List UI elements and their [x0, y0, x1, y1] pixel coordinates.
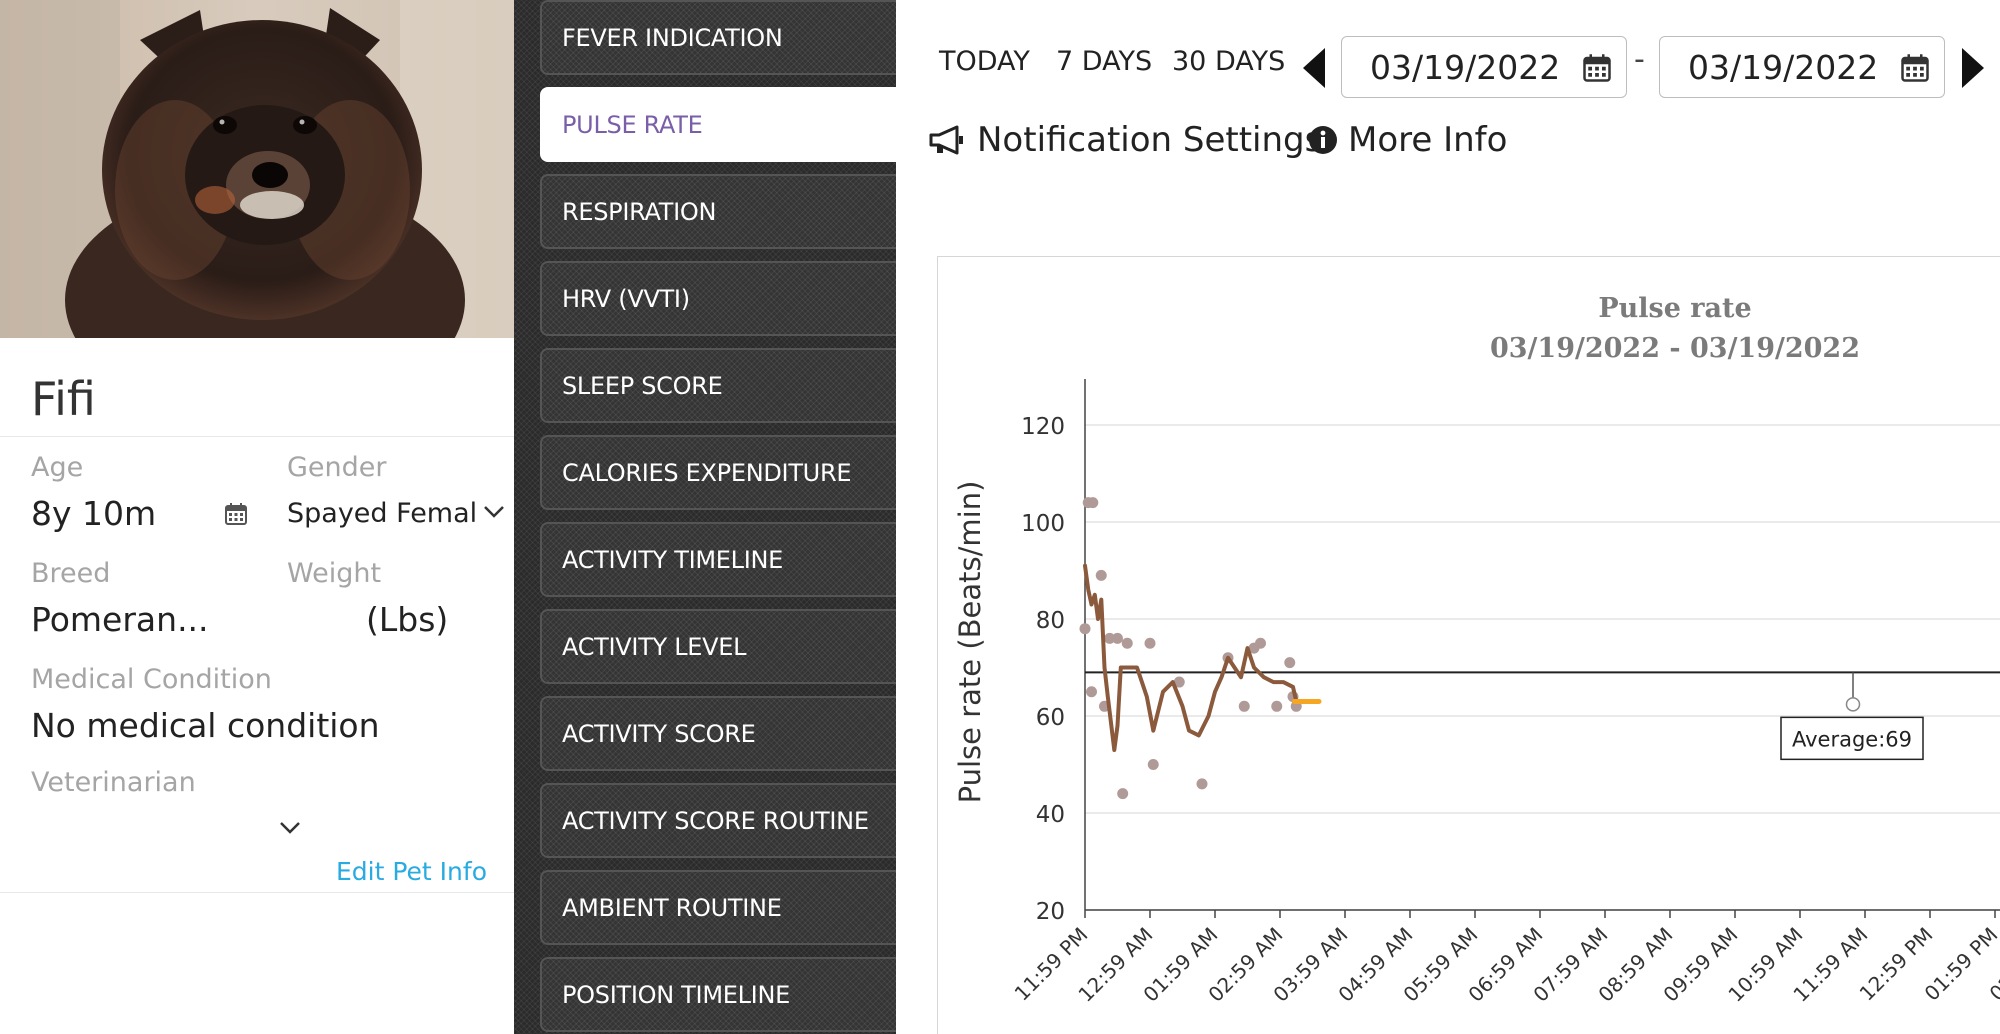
data-point	[1255, 637, 1266, 649]
data-point	[1095, 569, 1107, 581]
more-info-label: More Info	[1348, 120, 1508, 160]
data-point	[1271, 700, 1283, 712]
weight-unit: (Lbs)	[366, 600, 449, 639]
menu-item-label: ACTIVITY SCORE ROUTINE	[562, 806, 869, 835]
age-label: Age	[31, 452, 84, 483]
age-value: 8y 10m	[31, 494, 157, 533]
chevron-down-icon	[279, 820, 301, 840]
next-arrow-icon[interactable]	[1960, 48, 1984, 92]
gender-value: Spayed Female	[287, 498, 477, 529]
metrics-menu: FEVER INDICATION PULSE RATE RESPIRATION HRV…	[514, 0, 896, 1034]
menu-item-label: ACTIVITY TIMELINE	[562, 545, 784, 574]
pet-photo	[0, 0, 514, 338]
menu-item-label: CALORIES EXPENDITURE	[562, 458, 852, 487]
menu-item-activity-level[interactable]: ACTIVITY LEVEL	[540, 609, 896, 684]
menu-item-sleep-score[interactable]: SLEEP SCORE	[540, 348, 896, 423]
menu-item-label: FEVER INDICATION	[562, 23, 783, 52]
data-point	[1173, 676, 1185, 688]
pet-profile-panel: Fifi Age 8y 10m Gender Spayed Female Bre…	[0, 0, 514, 1034]
menu-item-label: POSITION TIMELINE	[562, 980, 790, 1009]
menu-item-respiration[interactable]: RESPIRATION	[540, 174, 896, 249]
menu-item-label: AMBIENT ROUTINE	[562, 893, 782, 922]
notification-settings-label: Notification Settings	[977, 120, 1323, 160]
megaphone-icon	[929, 125, 965, 155]
menu-item-calories-expenditure[interactable]: CALORIES EXPENDITURE	[540, 435, 896, 510]
data-point	[1121, 637, 1133, 649]
chart-svg: Pulse rate 03/19/2022 - 03/19/2022 20 40 60 8…	[953, 293, 2000, 1007]
notification-settings-link[interactable]: Notification Settings	[929, 120, 1322, 160]
breed-value: Pomeran...	[31, 600, 209, 639]
calendar-icon[interactable]	[1900, 53, 1930, 87]
y-tick-label: 60	[1036, 705, 1065, 731]
menu-item-label: SLEEP SCORE	[562, 371, 723, 400]
average-label: Average:69	[1792, 727, 1912, 751]
menu-item-activity-timeline[interactable]: ACTIVITY TIMELINE	[540, 522, 896, 597]
chart-subtitle: 03/19/2022 - 03/19/2022	[1490, 333, 1860, 364]
menu-item-activity-score-routine[interactable]: ACTIVITY SCORE ROUTINE	[540, 783, 896, 858]
y-tick-label: 120	[1021, 414, 1065, 440]
data-point	[1104, 632, 1116, 644]
pet-name: Fifi	[31, 372, 96, 426]
y-tick-label: 100	[1021, 511, 1065, 537]
edit-pet-info-link[interactable]: Edit Pet Info	[336, 857, 487, 886]
menu-item-activity-score[interactable]: ACTIVITY SCORE	[540, 696, 896, 771]
gender-select[interactable]: Spayed Female	[287, 498, 507, 538]
data-point	[1238, 700, 1250, 712]
y-tick-label: 20	[1036, 899, 1065, 925]
menu-item-ambient-routine[interactable]: AMBIENT ROUTINE	[540, 870, 896, 945]
y-tick-label: 80	[1036, 608, 1065, 634]
medical-condition-value: No medical condition	[31, 706, 380, 745]
date-separator: -	[1634, 42, 1645, 77]
range-7-days-button[interactable]: 7 DAYS	[1056, 46, 1153, 77]
data-point	[1079, 623, 1091, 635]
data-point	[1086, 686, 1097, 698]
veterinarian-label: Veterinarian	[31, 767, 196, 798]
menu-item-fever-indication[interactable]: FEVER INDICATION	[540, 0, 896, 75]
data-point	[1144, 637, 1156, 649]
divider	[0, 436, 514, 437]
veterinarian-select[interactable]	[31, 810, 311, 846]
breed-label: Breed	[31, 558, 111, 589]
start-date-input[interactable]: 03/19/2022	[1341, 36, 1627, 98]
calendar-icon[interactable]	[1582, 53, 1612, 87]
y-tick-label: 40	[1036, 802, 1065, 828]
series-line	[1083, 563, 1299, 752]
menu-item-label: ACTIVITY LEVEL	[562, 632, 747, 661]
previous-arrow-icon[interactable]	[1303, 48, 1327, 92]
start-date-value: 03/19/2022	[1370, 47, 1561, 87]
data-point	[1087, 497, 1099, 509]
pulse-rate-chart: Pulse rate 03/19/2022 - 03/19/2022 20 40 60 8…	[937, 256, 2000, 1034]
chart-title: Pulse rate	[1598, 293, 1751, 324]
data-point	[1112, 632, 1123, 644]
menu-item-label: RESPIRATION	[562, 197, 717, 226]
menu-item-hrv-vvti[interactable]: HRV (VVTI)	[540, 261, 896, 336]
y-axis-label: Pulse rate (Beats/min)	[953, 481, 987, 804]
menu-item-pulse-rate[interactable]: PULSE RATE	[540, 87, 896, 162]
medical-condition-label: Medical Condition	[31, 664, 272, 695]
menu-item-label: ACTIVITY SCORE	[562, 719, 756, 748]
chevron-down-icon	[483, 504, 505, 524]
menu-item-label: HRV (VVTI)	[562, 284, 690, 313]
end-date-input[interactable]: 03/19/2022	[1659, 36, 1945, 98]
data-point	[1147, 759, 1159, 770]
info-icon	[1308, 125, 1338, 155]
data-point	[1284, 657, 1296, 669]
divider	[0, 892, 514, 893]
data-point	[1117, 788, 1129, 800]
calendar-icon[interactable]	[224, 502, 248, 530]
average-label-box	[1780, 716, 1924, 761]
average-marker	[1845, 697, 1861, 712]
data-point	[1196, 778, 1208, 790]
menu-item-position-timeline[interactable]: POSITION TIMELINE	[540, 957, 896, 1032]
gender-label: Gender	[287, 452, 387, 483]
more-info-link[interactable]: More Info	[1308, 120, 1507, 160]
weight-label: Weight	[287, 558, 382, 589]
menu-item-label: PULSE RATE	[562, 110, 703, 139]
end-date-value: 03/19/2022	[1688, 47, 1879, 87]
range-30-days-button[interactable]: 30 DAYS	[1172, 46, 1286, 77]
range-today-button[interactable]: TODAY	[939, 46, 1030, 77]
